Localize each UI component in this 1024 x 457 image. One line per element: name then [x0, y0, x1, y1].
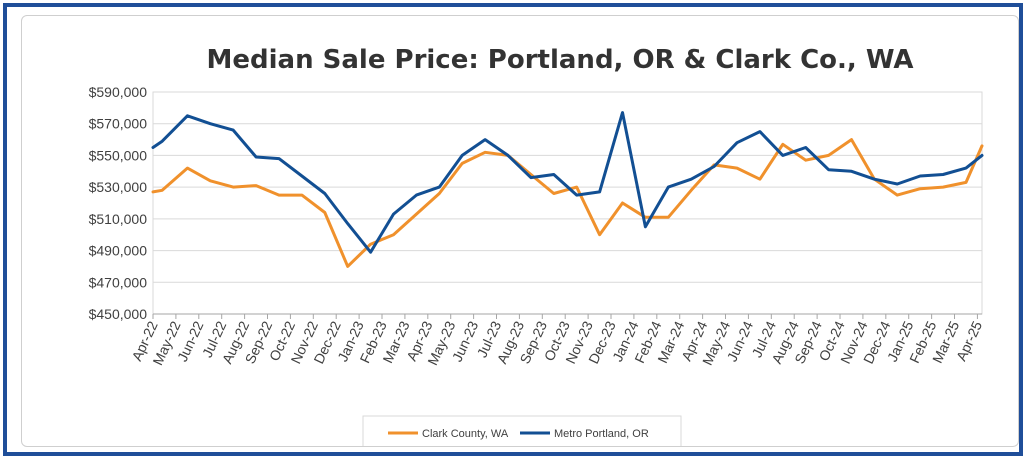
y-tick-label: $530,000: [89, 179, 148, 195]
y-tick-label: $470,000: [89, 274, 148, 290]
legend-box: [362, 415, 682, 446]
series-line-clark-county: [151, 138, 984, 268]
y-tick-label: $570,000: [89, 116, 148, 132]
legend-label-portland: Metro Portland, OR: [554, 428, 649, 440]
legend: Clark County, WA Metro Portland, OR: [362, 415, 682, 446]
series-lines: [151, 111, 984, 268]
y-tick-label: $490,000: [89, 243, 148, 259]
chart-title: Median Sale Price: Portland, OR & Clark …: [207, 45, 914, 75]
chart-panel: Median Sale Price: Portland, OR & Clark …: [21, 15, 1019, 447]
outer-frame: Median Sale Price: Portland, OR & Clark …: [3, 3, 1023, 456]
legend-label-clark: Clark County, WA: [422, 428, 509, 440]
series-line-metro-portland: [151, 111, 984, 254]
y-tick-label: $450,000: [89, 306, 148, 322]
grid-lines: [152, 91, 983, 315]
y-tick-label: $510,000: [89, 211, 148, 227]
y-tick-label: $590,000: [89, 84, 148, 100]
y-axis: $450,000 $470,000 $490,000 $510,000 $530,000…: [89, 84, 148, 322]
line-chart: Median Sale Price: Portland, OR & Clark …: [89, 45, 985, 446]
plot-area: [152, 91, 983, 315]
y-tick-label: $550,000: [89, 147, 148, 163]
x-axis: Apr-22May-22Jun-22Jul-22Aug-22Sep-22Oct-…: [128, 313, 985, 368]
